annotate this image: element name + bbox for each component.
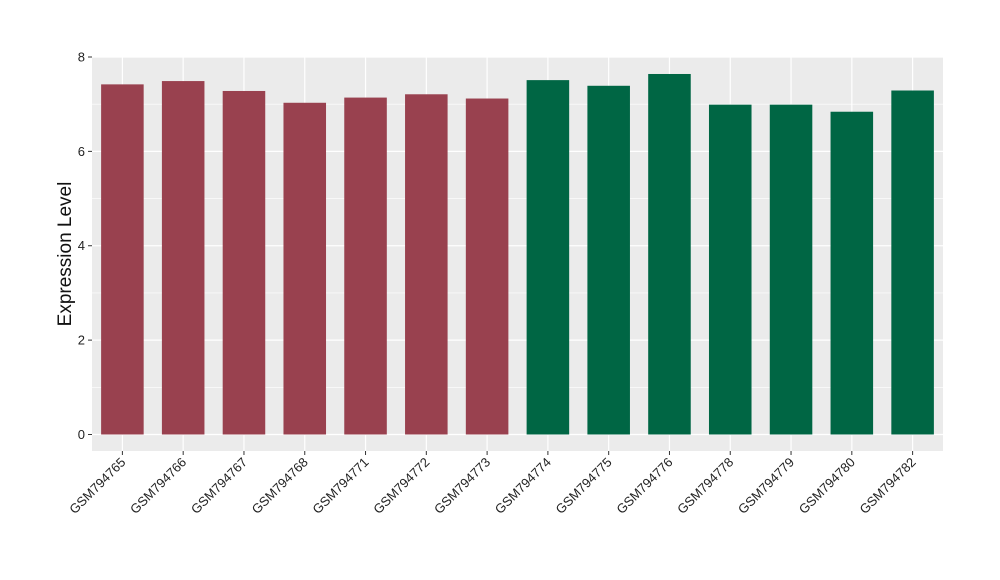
y-tick-label: 0 bbox=[78, 427, 85, 442]
bar-gsm794771 bbox=[344, 97, 387, 435]
x-tick-label: GSM794773 bbox=[431, 455, 493, 517]
x-tick-label: GSM794776 bbox=[613, 455, 675, 517]
x-tick-label: GSM794782 bbox=[857, 455, 919, 517]
bar-gsm794775 bbox=[587, 85, 630, 435]
bar-gsm794765 bbox=[101, 84, 144, 435]
bar-gsm794780 bbox=[830, 111, 874, 435]
bar-gsm794772 bbox=[405, 94, 448, 435]
y-tick-label: 8 bbox=[78, 50, 85, 65]
x-tick-label: GSM794780 bbox=[796, 455, 858, 517]
x-tick-label: GSM794774 bbox=[492, 455, 554, 517]
bar-gsm794782 bbox=[891, 90, 934, 435]
bar-gsm794774 bbox=[526, 80, 570, 435]
bar-gsm794779 bbox=[769, 104, 813, 435]
x-tick-label: GSM794765 bbox=[66, 455, 128, 517]
x-axis: GSM794765GSM794766GSM794767GSM794768GSM7… bbox=[66, 451, 919, 517]
y-tick-label: 6 bbox=[78, 144, 85, 159]
y-axis: 0 2 4 6 8 bbox=[78, 50, 92, 442]
plot-panel bbox=[92, 57, 943, 451]
bar-gsm794766 bbox=[161, 81, 205, 435]
x-tick-label: GSM794766 bbox=[127, 455, 189, 517]
bar-gsm794767 bbox=[222, 90, 266, 435]
x-tick-label: GSM794778 bbox=[674, 455, 736, 517]
x-tick-label: GSM794771 bbox=[309, 455, 371, 517]
x-tick-label: GSM794768 bbox=[249, 455, 311, 517]
bar-gsm794778 bbox=[708, 104, 752, 435]
y-tick-label: 2 bbox=[78, 333, 85, 348]
bar-gsm794773 bbox=[465, 98, 509, 435]
x-tick-label: GSM794772 bbox=[370, 455, 432, 517]
y-tick-label: 4 bbox=[78, 238, 85, 253]
bars bbox=[101, 73, 934, 435]
y-axis-title: Expression Level bbox=[55, 182, 76, 327]
bar-gsm794768 bbox=[283, 102, 327, 435]
x-tick-label: GSM794767 bbox=[188, 455, 250, 517]
x-tick-label: GSM794775 bbox=[553, 455, 615, 517]
bar-gsm794776 bbox=[648, 73, 691, 435]
x-tick-label: GSM794779 bbox=[735, 455, 797, 517]
